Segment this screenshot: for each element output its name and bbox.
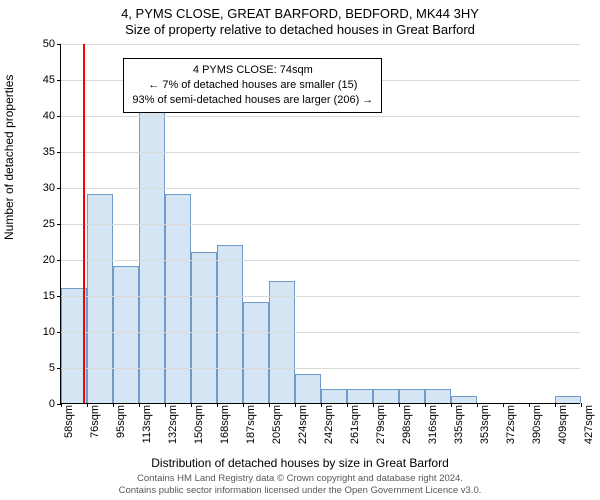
gridline-h [61,260,580,261]
x-tick-mark [373,403,374,407]
histogram-bar [555,396,581,403]
x-tick-mark [503,403,504,407]
x-tick-label: 390sqm [531,403,543,444]
x-tick-mark [113,403,114,407]
y-tick-label: 25 [43,218,61,230]
annotation-line2: ← 7% of detached houses are smaller (15) [132,78,373,93]
x-tick-label: 76sqm [89,403,101,438]
annotation-line3: 93% of semi-detached houses are larger (… [132,93,373,108]
x-tick-label: 409sqm [557,403,569,444]
y-tick-label: 20 [43,254,61,266]
histogram-bar [425,389,451,403]
x-tick-mark [477,403,478,407]
histogram-bar [269,281,295,403]
annotation-box: 4 PYMS CLOSE: 74sqm← 7% of detached hous… [123,58,382,113]
histogram-bar [217,245,243,403]
x-tick-label: 316sqm [427,403,439,444]
x-tick-label: 205sqm [271,403,283,444]
x-tick-mark [399,403,400,407]
histogram-bar [321,389,347,403]
y-tick-label: 5 [49,362,61,374]
gridline-h [61,116,580,117]
x-tick-mark [425,403,426,407]
x-tick-label: 353sqm [479,403,491,444]
histogram-bar [373,389,399,403]
y-tick-label: 50 [43,38,61,50]
histogram-bar [113,266,139,403]
chart-title-line2: Size of property relative to detached ho… [0,22,600,37]
x-tick-label: 261sqm [349,403,361,444]
annotation-line1: 4 PYMS CLOSE: 74sqm [132,63,373,78]
x-tick-mark [321,403,322,407]
x-tick-mark [555,403,556,407]
x-tick-label: 168sqm [219,403,231,444]
x-tick-label: 224sqm [297,403,309,444]
reference-line [83,44,85,403]
gridline-h [61,44,580,45]
footer-line1: Contains HM Land Registry data © Crown c… [0,473,600,485]
x-tick-label: 132sqm [167,403,179,444]
y-tick-label: 0 [49,398,61,410]
x-tick-mark [217,403,218,407]
x-tick-mark [87,403,88,407]
histogram-bar [347,389,373,403]
x-tick-mark [529,403,530,407]
histogram-bar [295,374,321,403]
y-tick-label: 10 [43,326,61,338]
x-tick-mark [139,403,140,407]
gridline-h [61,188,580,189]
x-tick-mark [347,403,348,407]
histogram-bar [87,194,113,403]
plot-area: 0510152025303540455058sqm76sqm95sqm113sq… [60,44,580,404]
x-tick-label: 242sqm [323,403,335,444]
y-tick-label: 15 [43,290,61,302]
gridline-h [61,152,580,153]
x-tick-label: 113sqm [141,403,153,443]
y-axis-label: Number of detached properties [2,75,16,240]
x-tick-mark [295,403,296,407]
x-tick-label: 95sqm [115,403,127,438]
y-tick-label: 45 [43,74,61,86]
x-tick-mark [165,403,166,407]
footer-attribution: Contains HM Land Registry data © Crown c… [0,473,600,497]
histogram-bar [165,194,191,403]
histogram-bar [399,389,425,403]
gridline-h [61,332,580,333]
y-tick-label: 40 [43,110,61,122]
gridline-h [61,368,580,369]
y-tick-label: 35 [43,146,61,158]
footer-line2: Contains public sector information licen… [0,485,600,497]
x-tick-label: 150sqm [193,403,205,444]
x-axis-label: Distribution of detached houses by size … [0,456,600,470]
x-tick-mark [61,403,62,407]
x-tick-label: 427sqm [583,403,595,444]
y-tick-label: 30 [43,182,61,194]
x-tick-mark [581,403,582,407]
histogram-bar [451,396,477,403]
gridline-h [61,224,580,225]
histogram-bar [243,302,269,403]
histogram-chart: 4, PYMS CLOSE, GREAT BARFORD, BEDFORD, M… [0,0,600,500]
histogram-bar [191,252,217,403]
x-tick-mark [243,403,244,407]
x-tick-mark [269,403,270,407]
x-tick-mark [451,403,452,407]
x-tick-label: 298sqm [401,403,413,444]
x-tick-label: 335sqm [453,403,465,444]
x-tick-label: 372sqm [505,403,517,444]
chart-title-line1: 4, PYMS CLOSE, GREAT BARFORD, BEDFORD, M… [0,6,600,21]
x-tick-label: 58sqm [63,403,75,438]
x-tick-label: 279sqm [375,403,387,444]
x-tick-label: 187sqm [245,403,257,444]
gridline-h [61,296,580,297]
x-tick-mark [191,403,192,407]
